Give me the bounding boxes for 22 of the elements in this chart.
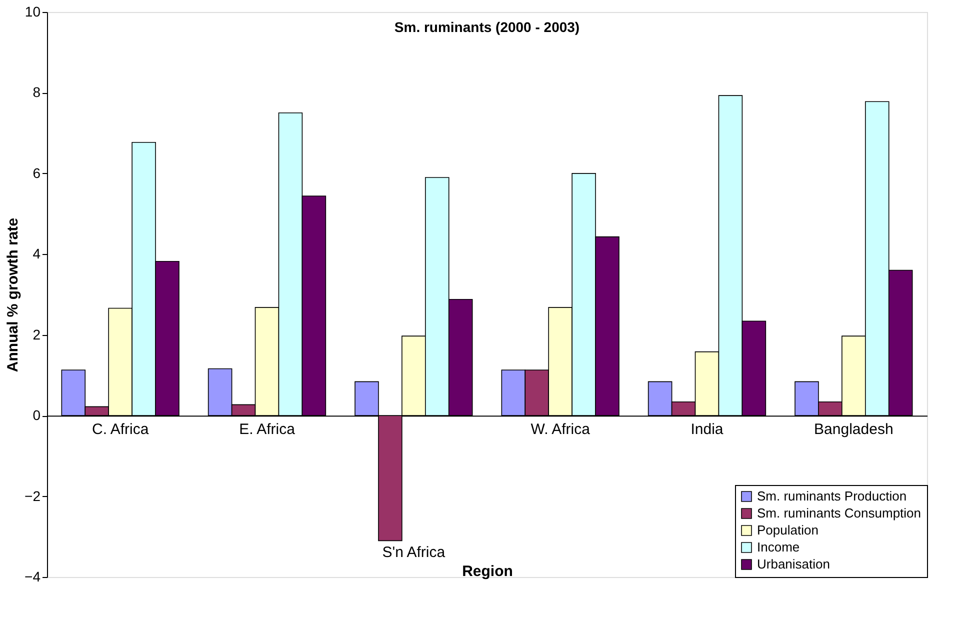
legend-label: Sm. ruminants Production [757,488,907,504]
y-tick-label: 0 [32,407,41,424]
text: Sm. ruminants (2000 - 2003) [394,19,580,35]
x-tick-label: India [690,421,724,438]
y-tick-label: 4 [32,246,41,262]
legend-label: Urbanisation [757,556,830,572]
legend-label: Sm. ruminants Consumption [757,506,922,520]
y-tick-label: 8 [32,84,41,100]
y-tick-label: 2 [32,326,41,342]
y-tick-label: 10 [24,4,41,20]
legend-label: Population [757,522,818,538]
y-tick-label: 6 [32,164,41,181]
x-tick-label: E. Africa [239,421,296,438]
y-tick-label: −4 [24,568,41,584]
x-tick-label: W. Africa [530,421,591,438]
legend-label: Income [757,540,800,554]
x-axis-title: Region [462,563,513,580]
x-tick-label: S'n Africa [382,544,446,562]
x-tick-label: Bangladesh [814,421,894,438]
y-axis-title: Annual % growth rate [4,218,22,372]
y-tick-label: −2 [24,488,41,504]
x-tick-label: C. Africa [92,421,150,438]
